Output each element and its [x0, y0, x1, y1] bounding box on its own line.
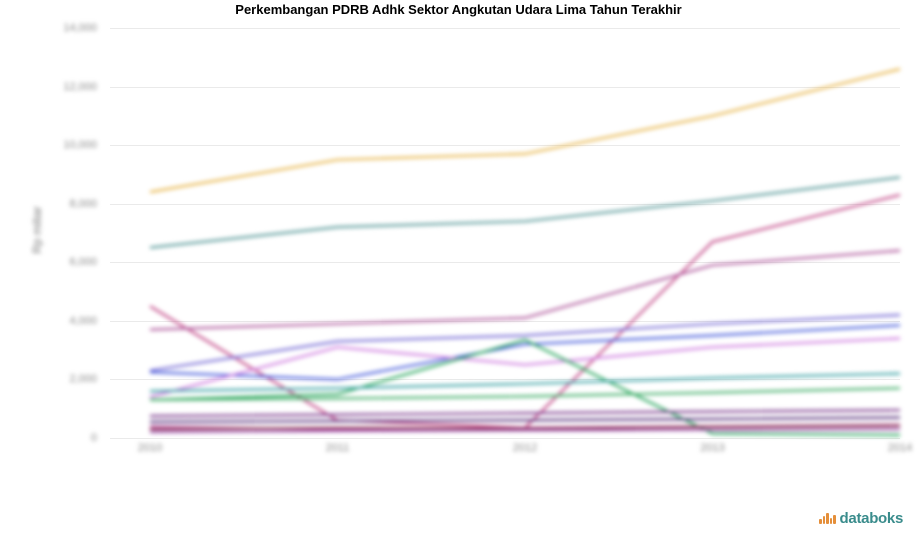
y-tick-label: 12,000: [37, 81, 97, 93]
y-tick-label: 4,000: [37, 315, 97, 327]
databoks-logo-text: databoks: [840, 510, 903, 527]
logo-bar: [823, 516, 826, 524]
chart-container: Perkembangan PDRB Adhk Sektor Angkutan U…: [0, 0, 917, 547]
series-line: [150, 69, 900, 192]
logo-bar: [826, 513, 829, 524]
logo-bar: [830, 518, 833, 524]
x-tick-label: 2013: [700, 442, 724, 454]
series-line: [150, 429, 900, 432]
series-line: [150, 418, 900, 422]
x-tick-label: 2010: [138, 442, 162, 454]
y-axis-label: Rp miliar: [30, 206, 44, 253]
series-line: [150, 251, 900, 330]
plot-area: [110, 28, 900, 438]
x-tick-label: 2012: [513, 442, 537, 454]
databoks-logo-icon: [819, 513, 836, 524]
x-tick-label: 2011: [326, 442, 350, 454]
y-tick-label: 10,000: [37, 139, 97, 151]
series-line: [150, 410, 900, 416]
y-tick-label: 2,000: [37, 373, 97, 385]
x-tick-label: 2014: [888, 442, 912, 454]
grid-line: [110, 438, 900, 439]
logo-bar: [833, 515, 836, 524]
y-tick-label: 14,000: [37, 22, 97, 34]
chart-title: Perkembangan PDRB Adhk Sektor Angkutan U…: [0, 2, 917, 17]
y-tick-label: 8,000: [37, 198, 97, 210]
series-line: [150, 195, 900, 428]
series-line: [150, 338, 900, 397]
line-series: [110, 28, 900, 438]
databoks-watermark: databoks: [819, 510, 903, 527]
y-tick-label: 0: [37, 432, 97, 444]
series-line: [150, 177, 900, 247]
y-tick-label: 6,000: [37, 256, 97, 268]
logo-bar: [819, 519, 822, 524]
